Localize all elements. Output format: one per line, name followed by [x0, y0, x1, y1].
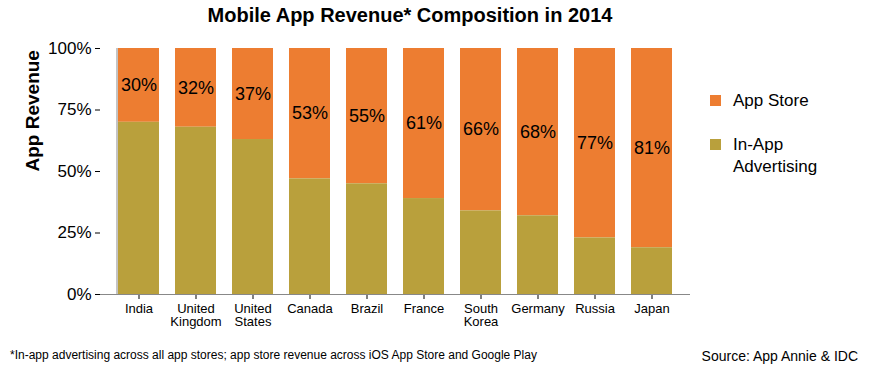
- html-text:App Store: App Store: [733, 91, 809, 110]
- svg-text:81%: 81%: [634, 138, 670, 158]
- html-text:Source: App Annie & IDC: Source: App Annie & IDC: [701, 348, 858, 364]
- svg-text:75%: 75%: [57, 100, 91, 119]
- svg-text:Canada: Canada: [287, 301, 333, 316]
- svg-text:25%: 25%: [57, 223, 91, 242]
- svg-text:Germany: Germany: [511, 301, 565, 316]
- svg-text:0%: 0%: [67, 285, 92, 304]
- svg-text:32%: 32%: [178, 78, 214, 98]
- svg-text:UnitedKingdom: UnitedKingdom: [170, 301, 221, 329]
- svg-text:66%: 66%: [463, 119, 499, 139]
- svg-text:App Revenue: App Revenue: [22, 50, 43, 171]
- svg-text:Russia: Russia: [575, 301, 616, 316]
- svg-text:50%: 50%: [57, 162, 91, 181]
- svg-text:Japan: Japan: [634, 301, 669, 316]
- svg-text:30%: 30%: [121, 75, 157, 95]
- svg-text:Brazil: Brazil: [351, 301, 384, 316]
- svg-text:UnitedStates: UnitedStates: [234, 301, 272, 329]
- svg-text:India: India: [125, 301, 154, 316]
- svg-text:SouthKorea: SouthKorea: [464, 301, 499, 329]
- html-text:In-App Advertising: In-App Advertising: [733, 135, 818, 176]
- svg-text:53%: 53%: [292, 103, 328, 123]
- svg-text:100%: 100%: [48, 39, 91, 58]
- svg-text:France: France: [404, 301, 444, 316]
- html-text:Mobile App Revenue* Compositio: Mobile App Revenue* Composition in 2014: [207, 4, 613, 26]
- svg-text:55%: 55%: [349, 106, 385, 126]
- html-text:*In-app advertising across all: *In-app advertising across all app store…: [10, 348, 537, 362]
- svg-text:77%: 77%: [577, 133, 613, 153]
- svg-text:68%: 68%: [520, 122, 556, 142]
- svg-text:37%: 37%: [235, 84, 271, 104]
- svg-text:61%: 61%: [406, 113, 442, 133]
